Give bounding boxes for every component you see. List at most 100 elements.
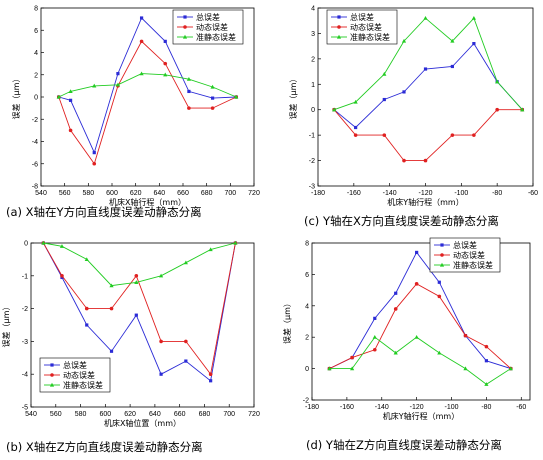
legend-entry: 总误差 [196,12,220,22]
data-point [463,333,468,338]
chart-panel-1: 540 560 580 600 620 640 660 680 700 720 -8 -6 -4 -2 0 2… [6,6,260,220]
legend-entry: 总误差 [453,240,477,250]
y-tick-label: 4 [34,50,38,57]
data-point [109,349,114,353]
x-tick-label: 700 [224,190,236,197]
data-point [471,15,476,20]
chart-panel-4: -180 -160 -140 -120 -100 -80 -60 -2 0 2 4 6 8 机床Y轴行程（… [282,237,531,452]
legend-entry: 动态误差 [196,22,228,32]
x-tick-label: 720 [248,411,260,418]
data-point [393,307,398,311]
data-point [472,42,476,46]
y-tick-label: -8 [32,184,38,191]
x-tick-label: 600 [106,190,118,197]
y-tick-label: 3 [311,31,315,38]
series-line [333,109,523,162]
data-point [109,283,114,288]
y-tick-label: 2 [34,72,38,79]
y-tick-label: 8 [305,241,309,248]
y-tick-label: -5 [22,405,28,412]
data-point [68,128,73,133]
x-axis-label: 机床Y轴行程（mm） [387,197,463,207]
legend-marker [50,373,54,377]
x-tick-label: 620 [130,190,142,197]
data-point [68,98,73,102]
series-quasi [56,71,239,99]
x-tick-label: 540 [25,411,37,418]
y-tick-label: 4 [305,303,309,310]
y-tick-label: 0 [24,241,28,248]
data-point [382,133,387,137]
y-tick-label: 6 [305,272,309,279]
x-axis-label: 机床X轴行程（mm） [109,197,186,207]
data-point [472,133,476,137]
y-tick-label: 6 [34,28,38,35]
data-point [68,89,73,94]
data-point [332,107,337,112]
y-tick-label: -4 [22,372,28,379]
legend-entry: 动态误差 [63,370,95,380]
y-axis-label: 误差（μm） [282,299,292,344]
plot-frame [30,242,255,408]
data-point [209,379,213,383]
x-tick-label: -80 [481,404,491,411]
data-point [158,273,164,278]
x-tick-label: -180 [305,404,319,411]
data-point [187,89,191,94]
y-tick-label: -2 [22,306,28,313]
x-tick-label: 660 [174,411,186,418]
legend-marker [183,25,187,29]
data-point [210,96,215,100]
data-point [109,306,114,311]
subfigure-caption: (d) Y轴在Z方向直线度误差动静态分离 [306,438,502,452]
subfigure-caption: (b) X轴在Z方向直线度误差动静态分离 [6,440,203,454]
legend-marker [440,243,444,247]
y-axis-label: 误差（μm） [1,303,11,348]
y-axis-label: 误差（μm） [11,75,21,120]
legend-marker [337,25,341,29]
data-point [60,274,64,278]
data-point [116,72,120,76]
data-point [484,382,489,386]
legend-entry: 准静态误差 [196,32,236,42]
x-tick-label: -60 [528,190,538,197]
data-point [415,250,419,255]
x-tick-label: 620 [124,411,136,418]
x-tick-label: 560 [50,411,62,418]
series-total [332,42,524,130]
y-tick-label: 8 [34,6,38,13]
data-point [495,79,500,84]
data-point [353,133,358,137]
y-tick-label: -2 [303,398,309,405]
series-quasi [327,335,513,386]
x-tick-label: 560 [59,190,71,197]
data-point [484,344,489,349]
data-point [139,39,144,44]
x-axis-label: 机床Y轴行程（mm） [383,411,459,421]
legend-entry: 准静态误差 [63,380,103,390]
legend-marker [337,15,341,19]
subfigure-caption: (c) Y轴在X方向直线度误差动静态分离 [304,214,499,228]
data-point [353,99,358,104]
data-point [59,244,65,248]
data-point [184,339,188,344]
data-point [234,94,239,99]
y-tick-label: -1 [309,133,315,140]
data-point [401,38,407,43]
series-quasi [332,15,525,112]
x-tick-label: 600 [99,411,111,418]
y-tick-label: -2 [32,117,38,124]
data-point [450,133,455,137]
y-tick-label: 0 [34,95,38,102]
x-tick-label: -120 [418,190,432,197]
data-point [437,280,441,284]
data-point [134,274,139,278]
y-tick-label: 2 [305,335,309,342]
data-point [139,16,144,20]
x-tick-label: -80 [492,190,502,197]
data-point [163,39,167,43]
data-point [327,366,332,371]
x-tick-label: 540 [35,190,47,197]
